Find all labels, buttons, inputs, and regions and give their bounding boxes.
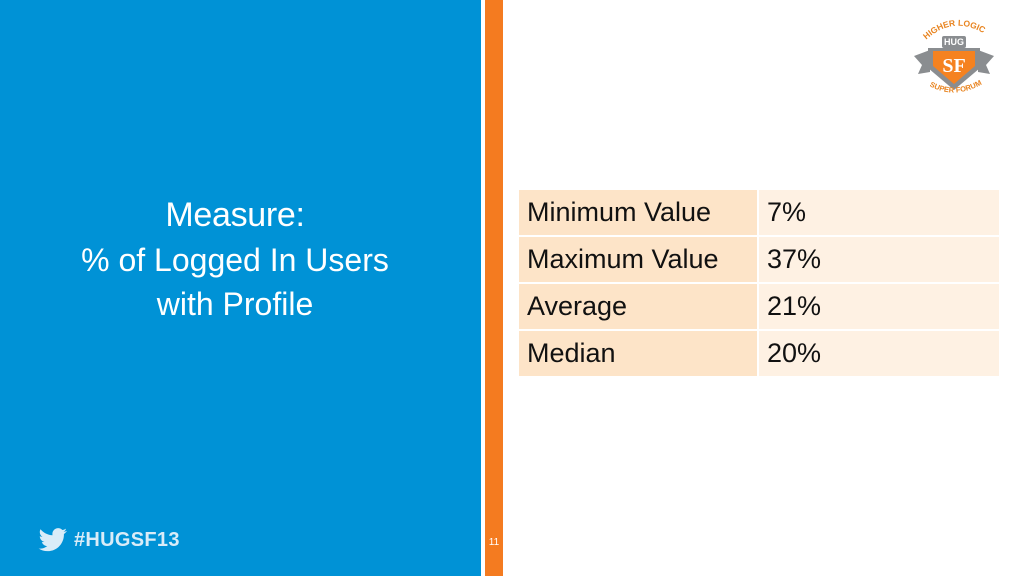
- title-subline: % of Logged In Users: [81, 242, 389, 278]
- twitter-hashtag: #HUGSF13: [38, 528, 180, 552]
- row-value: 20%: [759, 331, 999, 376]
- twitter-bird-icon: [38, 528, 68, 552]
- row-label: Median: [519, 331, 757, 376]
- hashtag-text: #HUGSF13: [74, 528, 180, 551]
- table-row: Maximum Value 37%: [519, 237, 999, 282]
- title-heading: Measure:: [165, 196, 305, 234]
- left-panel: [0, 0, 481, 576]
- slide-title: Measure: % of Logged In Users with Profi…: [20, 192, 450, 326]
- table-row: Median 20%: [519, 331, 999, 376]
- table-row: Minimum Value 7%: [519, 190, 999, 235]
- logo-badge-text: HUG: [944, 37, 964, 47]
- table-row: Average 21%: [519, 284, 999, 329]
- higher-logic-super-forum-logo: HIGHER LOGIC HUG SF SUPER FORUM: [908, 10, 1000, 100]
- page-number: 11: [488, 537, 500, 548]
- row-value: 21%: [759, 284, 999, 329]
- row-label: Maximum Value: [519, 237, 757, 282]
- row-label: Average: [519, 284, 757, 329]
- row-value: 37%: [759, 237, 999, 282]
- stats-table: Minimum Value 7% Maximum Value 37% Avera…: [517, 188, 1001, 378]
- title-subline-2: with Profile: [156, 286, 314, 322]
- row-label: Minimum Value: [519, 190, 757, 235]
- orange-accent-bar: [485, 0, 503, 576]
- logo-monogram: SF: [942, 55, 965, 77]
- divider: [481, 0, 485, 576]
- row-value: 7%: [759, 190, 999, 235]
